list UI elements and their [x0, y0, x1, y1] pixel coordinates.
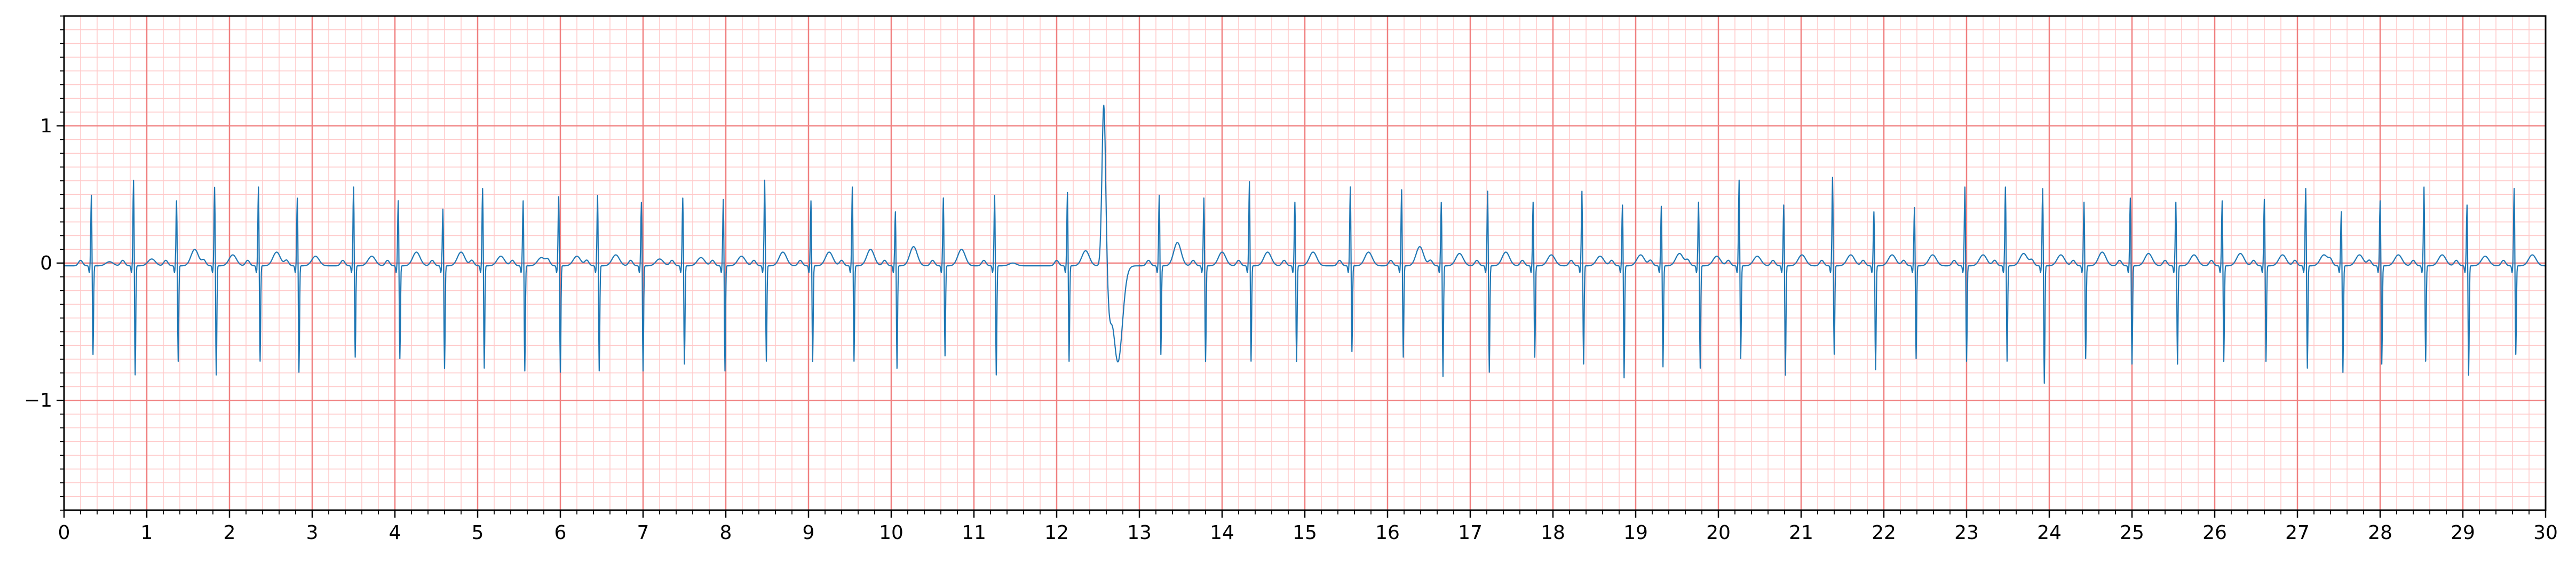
y-tick-label: 0: [40, 252, 52, 274]
x-tick-label: 16: [1375, 522, 1400, 544]
y-tick-labels: −1 0 1: [24, 115, 52, 411]
x-tick-label: 28: [2368, 522, 2392, 544]
x-tick-label: 24: [2037, 522, 2062, 544]
x-tick-label: 0: [58, 522, 70, 544]
x-tick-label: 14: [1210, 522, 1234, 544]
x-tick-label: 13: [1127, 522, 1152, 544]
x-tick-label: 29: [2451, 522, 2475, 544]
y-tick-label: −1: [24, 390, 52, 411]
major-grid: [63, 16, 2547, 510]
x-tick-label: 11: [962, 522, 986, 544]
axis-ticks: [57, 15, 2547, 518]
x-tick-label: 10: [879, 522, 903, 544]
x-tick-label: 22: [1872, 522, 1896, 544]
x-tick-label: 23: [1954, 522, 1979, 544]
x-tick-label: 18: [1541, 522, 1565, 544]
x-tick-label: 4: [389, 522, 401, 544]
x-tick-label: 19: [1623, 522, 1648, 544]
x-tick-labels: 0 1 2 3 4 5 6 7 8 9 10 11 12 13 14 15 16 17 18 19 20 21 22 23 24…: [58, 522, 2558, 544]
x-tick-label: 17: [1458, 522, 1483, 544]
x-tick-label: 7: [637, 522, 649, 544]
x-tick-label: 25: [2120, 522, 2144, 544]
x-tick-label: 9: [803, 522, 815, 544]
x-tick-label: 8: [720, 522, 732, 544]
x-tick-label: 12: [1044, 522, 1069, 544]
ecg-trace: [64, 105, 2546, 384]
x-tick-label: 5: [472, 522, 484, 544]
x-tick-label: 3: [306, 522, 319, 544]
x-tick-label: 21: [1789, 522, 1813, 544]
x-tick-label: 6: [554, 522, 567, 544]
x-tick-label: 27: [2285, 522, 2310, 544]
x-tick-label: 15: [1293, 522, 1317, 544]
x-tick-label: 26: [2202, 522, 2227, 544]
x-tick-label: 2: [224, 522, 236, 544]
x-tick-label: 1: [141, 522, 153, 544]
x-tick-label: 20: [1706, 522, 1731, 544]
x-tick-label: 30: [2533, 522, 2558, 544]
y-tick-label: 1: [40, 115, 52, 137]
